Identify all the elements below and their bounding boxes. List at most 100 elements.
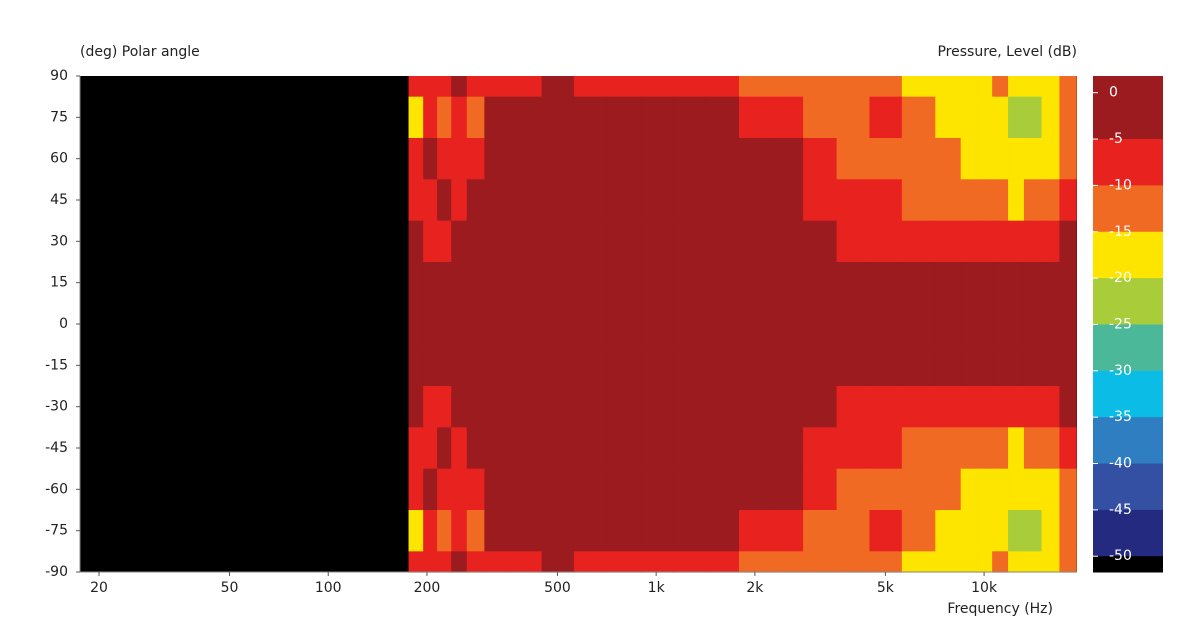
heat-cell: [484, 220, 511, 263]
colorbar-label: -15: [1109, 224, 1132, 240]
heat-cell: [640, 468, 673, 511]
heat-cell: [509, 138, 543, 180]
heat-cell: [1008, 510, 1025, 552]
heat-cell: [803, 386, 838, 428]
heat-cell: [836, 262, 871, 304]
heat-cell: [960, 138, 978, 180]
heat-cell: [672, 220, 707, 263]
heat-cell: [836, 427, 871, 470]
heat-cell: [437, 468, 452, 511]
heat-cell: [672, 427, 707, 470]
heat-cell: [992, 427, 1009, 470]
heat-cell: [509, 386, 543, 428]
heat-cell: [1008, 262, 1025, 304]
heat-cell: [437, 427, 452, 470]
heat-cell: [992, 303, 1009, 346]
heat-cell: [803, 76, 838, 98]
heat-cell: [672, 138, 707, 180]
y-tick-label: -30: [45, 399, 68, 415]
heat-cell: [1023, 179, 1043, 222]
heat-cell: [705, 344, 740, 387]
heat-cell: [437, 262, 452, 304]
heat-cell: [1008, 96, 1025, 139]
heat-cell: [607, 96, 641, 139]
heat-cell: [1008, 551, 1025, 573]
colorbar-band: [1093, 463, 1163, 511]
heat-cell: [1023, 220, 1043, 263]
heat-cell: [770, 220, 804, 263]
heat-cell: [869, 510, 903, 552]
heat-cell: [541, 344, 575, 387]
heat-cell: [509, 510, 543, 552]
heat-cell: [738, 96, 772, 139]
heat-cell: [607, 427, 641, 470]
heat-cell: [1059, 344, 1077, 387]
heat-cell: [451, 510, 468, 552]
x-tick-label: 20: [90, 580, 108, 596]
heat-cell: [484, 303, 511, 346]
heat-cell: [836, 551, 871, 573]
heat-cell: [573, 551, 608, 573]
heat-cell: [1059, 220, 1077, 263]
heat-cell: [976, 138, 993, 180]
heat-cell: [935, 344, 962, 387]
heat-cell: [672, 344, 707, 387]
heat-cell: [607, 76, 641, 98]
heat-cell: [573, 303, 608, 346]
x-axis-title: Frequency (Hz): [947, 601, 1053, 617]
heat-cell: [466, 510, 485, 552]
x-tick-label: 500: [544, 580, 571, 596]
heat-cell: [1059, 262, 1077, 304]
heat-cell: [672, 468, 707, 511]
heat-cell: [992, 386, 1009, 428]
heat-cell: [836, 344, 871, 387]
heat-cell: [1023, 427, 1043, 470]
heat-cell: [976, 303, 993, 346]
heat-cell: [541, 220, 575, 263]
heat-cell: [738, 468, 772, 511]
heat-cell: [901, 96, 936, 139]
heat-cell: [451, 138, 468, 180]
y-tick-label: -90: [45, 564, 68, 580]
heat-cell: [1008, 76, 1025, 98]
heat-cell: [607, 344, 641, 387]
heat-cell: [541, 179, 575, 222]
heat-cell: [705, 468, 740, 511]
heat-cell: [976, 551, 993, 573]
heat-cell: [541, 427, 575, 470]
heat-cell: [541, 510, 575, 552]
heat-cell: [640, 386, 673, 428]
x-tick-label: 100: [315, 580, 342, 596]
heat-cell: [672, 510, 707, 552]
heat-cell: [408, 510, 424, 552]
heat-cell: [803, 551, 838, 573]
heat-cell: [607, 220, 641, 263]
heat-cell: [1041, 427, 1061, 470]
heat-cell: [408, 76, 424, 98]
y-tick-label: 30: [50, 233, 68, 249]
heat-cell: [960, 262, 978, 304]
heat-cell: [640, 344, 673, 387]
heat-cell: [960, 551, 978, 573]
heat-cell: [607, 179, 641, 222]
heat-cell: [738, 303, 772, 346]
colorbar-band: [1093, 324, 1163, 372]
heat-cell: [451, 76, 468, 98]
heat-cell: [423, 76, 438, 98]
heat-cell: [640, 551, 673, 573]
y-tick-label: 90: [50, 68, 68, 84]
heat-cell: [573, 138, 608, 180]
heat-cell: [960, 510, 978, 552]
heat-cell: [437, 510, 452, 552]
colorbar-label: -10: [1109, 177, 1132, 193]
heat-cell: [423, 138, 438, 180]
heat-cell: [437, 303, 452, 346]
heat-cell: [541, 468, 575, 511]
heat-cell: [509, 96, 543, 139]
colorbar-label: -40: [1109, 456, 1132, 472]
heat-cell: [1059, 179, 1077, 222]
colorbar-label: 0: [1109, 85, 1118, 101]
heat-cell: [640, 138, 673, 180]
heat-cell: [992, 96, 1009, 139]
y-tick-label: 60: [50, 151, 68, 167]
